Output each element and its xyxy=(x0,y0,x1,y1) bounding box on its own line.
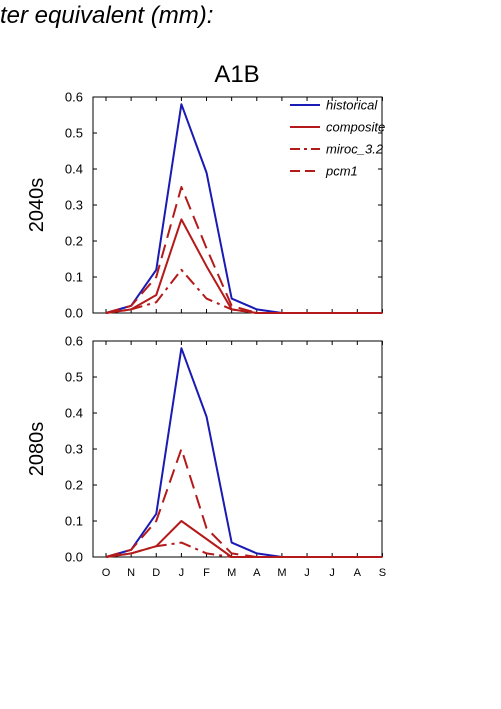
x-tick-label-month: J xyxy=(304,567,310,579)
panel-label-2040s: 2040s xyxy=(26,178,48,233)
x-tick-label-month: A xyxy=(354,567,362,579)
x-tick-label-month: M xyxy=(277,567,286,579)
chart-header-title: ter equivalent (mm): xyxy=(0,2,214,29)
scenario-label: A1B xyxy=(214,61,259,88)
x-tick-label-month: J xyxy=(329,567,335,579)
x-tick-label-month: O xyxy=(102,567,111,579)
legend-label-miroc-3-2: miroc_3.2 xyxy=(326,142,384,157)
y-tick-label: 0.2 xyxy=(65,234,83,249)
legend-label-pcm1: pcm1 xyxy=(325,164,358,179)
y-tick-label: 0.6 xyxy=(65,334,83,349)
y-tick-label: 0.6 xyxy=(65,90,83,105)
x-tick-label-month: A xyxy=(253,567,261,579)
series-line-pcm1-2080s xyxy=(105,448,383,558)
y-tick-label: 0.0 xyxy=(65,550,83,565)
y-tick-label: 0.4 xyxy=(65,162,83,177)
y-tick-label: 0.4 xyxy=(65,406,83,421)
y-tick-label: 0.5 xyxy=(65,126,83,141)
panel-label-2080s: 2080s xyxy=(26,422,48,477)
plot-frame-2080s xyxy=(92,340,383,558)
legend-label-historical: historical xyxy=(326,98,378,113)
x-tick-label-month: D xyxy=(152,567,160,579)
x-tick-label-month: S xyxy=(379,567,386,579)
x-tick-label-month: N xyxy=(127,567,135,579)
series-line-miroc-3-2-2040s xyxy=(105,268,383,314)
series-line-pcm1-2040s xyxy=(105,186,383,314)
y-tick-label: 0.0 xyxy=(65,306,83,321)
series-line-historical-2040s xyxy=(105,103,383,314)
x-tick-label-month: F xyxy=(203,567,210,579)
y-tick-label: 0.1 xyxy=(65,270,83,285)
x-tick-label-month: M xyxy=(227,567,236,579)
legend-label-composite: composite xyxy=(326,120,385,135)
series-line-composite-2040s xyxy=(105,218,383,314)
x-tick-label-month: J xyxy=(179,567,185,579)
y-tick-label: 0.3 xyxy=(65,198,83,213)
y-tick-label: 0.1 xyxy=(65,514,83,529)
series-line-historical-2080s xyxy=(105,347,383,558)
y-tick-label: 0.2 xyxy=(65,478,83,493)
y-tick-label: 0.3 xyxy=(65,442,83,457)
series-line-miroc-3-2-2080s xyxy=(105,541,383,558)
y-tick-label: 0.5 xyxy=(65,370,83,385)
